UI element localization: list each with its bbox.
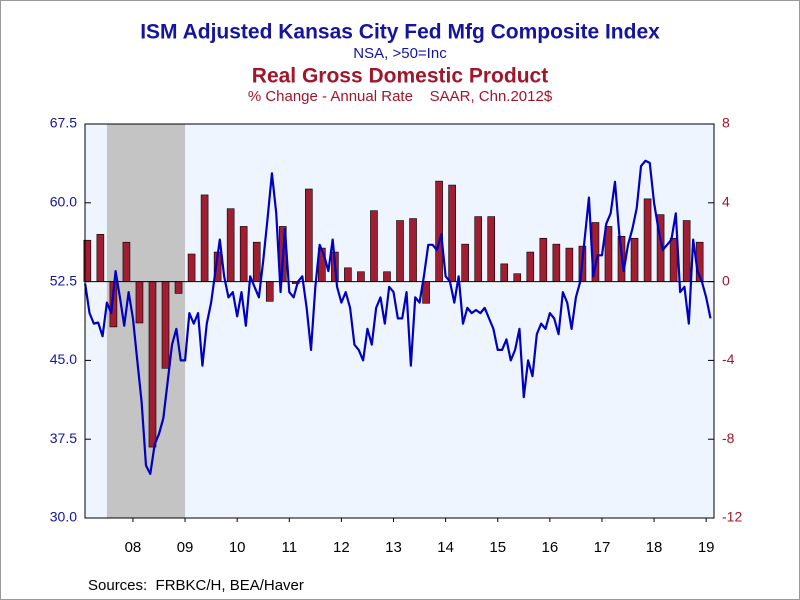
bar	[344, 267, 352, 282]
x-tick-label: 14	[437, 539, 454, 556]
bar	[604, 226, 613, 282]
x-tick-label: 11	[281, 539, 297, 556]
bar	[565, 247, 574, 282]
y2-tick-label: 4	[722, 194, 730, 210]
bar	[305, 188, 313, 282]
x-tick-label: 09	[177, 539, 194, 556]
x-tick-label: 16	[542, 539, 559, 556]
y-tick-label: 30.0	[50, 509, 77, 525]
bar	[539, 237, 548, 282]
bar	[487, 216, 496, 282]
y2-tick-label: 0	[722, 272, 730, 288]
y2-tick-label: -8	[722, 430, 735, 446]
y-tick-label: 60.0	[50, 194, 77, 210]
y-tick-label: 52.5	[50, 272, 77, 288]
bar	[357, 271, 365, 282]
bar	[226, 208, 235, 282]
plot-area	[85, 124, 714, 518]
bar	[435, 180, 443, 282]
bar	[422, 281, 430, 304]
source: Sources: FRBKC/H, BEA/Haver	[88, 577, 304, 594]
chart-subtitle-2: % Change - Annual Rate SAAR, Chn.2012$	[248, 88, 553, 105]
bar	[630, 237, 639, 282]
bar	[265, 281, 274, 302]
bar	[135, 281, 144, 324]
x-tick-label: 10	[229, 539, 246, 556]
bar	[669, 237, 678, 282]
y2-tick-label: 8	[722, 115, 730, 131]
chart-title-2: Real Gross Domestic Product	[252, 65, 548, 88]
y-tick-label: 37.5	[50, 430, 77, 446]
bar	[409, 218, 417, 282]
bar	[200, 194, 209, 282]
bar	[187, 253, 196, 282]
bar	[474, 216, 482, 282]
bar	[500, 263, 509, 282]
bar	[174, 281, 183, 294]
bar	[643, 198, 652, 282]
chart-subtitle: NSA, >50=Inc	[353, 45, 447, 62]
y-tick-label: 67.5	[50, 115, 77, 131]
bar	[252, 241, 261, 282]
bar	[161, 281, 170, 369]
bar	[122, 241, 131, 282]
x-tick-label: 18	[646, 539, 663, 556]
bar	[239, 226, 248, 282]
chart-title: ISM Adjusted Kansas City Fed Mfg Composi…	[140, 21, 660, 44]
y2-tick-label: -4	[722, 351, 735, 367]
plot-border	[84, 123, 715, 519]
x-tick-label: 12	[333, 539, 350, 556]
x-tick-label: 17	[594, 539, 611, 556]
bar	[448, 184, 456, 282]
bar	[96, 234, 105, 282]
x-tick-label: 08	[125, 539, 142, 556]
bar	[148, 281, 157, 448]
x-tick-label: 19	[698, 539, 715, 556]
bar	[552, 243, 561, 282]
bar	[396, 220, 404, 282]
line	[84, 159, 712, 475]
bar	[513, 273, 522, 282]
y2-tick-label: -12	[722, 509, 742, 525]
bar	[682, 220, 691, 282]
bar	[526, 251, 535, 282]
bar	[370, 210, 378, 282]
y-tick-label: 45.0	[50, 351, 77, 367]
bar	[383, 271, 391, 282]
bar	[461, 243, 469, 282]
x-tick-label: 15	[489, 539, 506, 556]
x-tick-label: 13	[385, 539, 402, 556]
